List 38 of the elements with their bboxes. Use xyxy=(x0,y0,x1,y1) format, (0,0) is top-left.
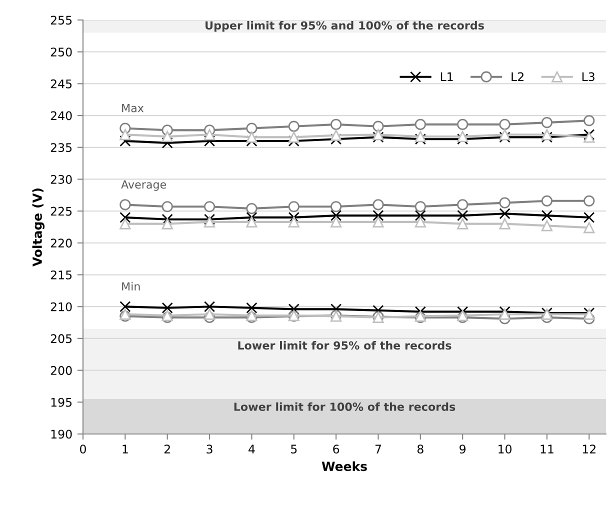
y-tick-label: 235 xyxy=(50,143,72,152)
y-tick-label: 200 xyxy=(50,366,72,375)
x-tick-label: 1 xyxy=(122,444,128,454)
y-tick-label: 195 xyxy=(51,398,72,407)
legend-label: L2 xyxy=(512,72,524,81)
x-tick-label: 2 xyxy=(164,444,170,454)
x-tick-label: 3 xyxy=(206,444,212,454)
band-label: Upper limit for 95% and 100% of the records xyxy=(206,20,484,32)
x-tick-label: 12 xyxy=(582,444,596,454)
y-tick-label: 205 xyxy=(50,334,72,344)
x-axis-title: Weeks xyxy=(322,461,367,472)
band-label: Lower limit for 100% of the records xyxy=(234,402,456,411)
x-tick-label: 11 xyxy=(540,444,554,454)
y-tick-label: 190 xyxy=(51,430,72,439)
y-tick-label: 245 xyxy=(50,79,72,88)
annotation: Min xyxy=(122,282,140,290)
x-tick-label: 0 xyxy=(80,444,86,454)
annotation: Average xyxy=(121,180,166,191)
band-label: Lower limit for 95% of the records xyxy=(238,341,452,350)
y-tick-label: 225 xyxy=(50,206,72,216)
y-tick-label: 240 xyxy=(50,111,72,120)
x-tick-label: 5 xyxy=(291,444,297,454)
y-tick-label: 210 xyxy=(50,302,72,312)
x-tick-label: 6 xyxy=(333,444,340,454)
x-tick-label: 8 xyxy=(417,444,424,454)
legend-label: L1 xyxy=(440,72,453,81)
x-tick-label: 7 xyxy=(375,444,381,454)
y-axis-title: Voltage (V) xyxy=(32,188,44,267)
y-tick-label: 230 xyxy=(50,174,72,184)
y-tick-label: 250 xyxy=(50,48,72,56)
annotation: Max xyxy=(122,104,144,112)
y-tick-label: 220 xyxy=(50,238,72,248)
legend-label: L3 xyxy=(582,72,594,82)
x-tick-label: 4 xyxy=(248,444,255,454)
x-tick-label: 10 xyxy=(498,444,512,454)
y-tick-label: 255 xyxy=(50,16,72,25)
x-tick-label: 9 xyxy=(460,444,466,454)
y-tick-label: 215 xyxy=(50,270,72,280)
